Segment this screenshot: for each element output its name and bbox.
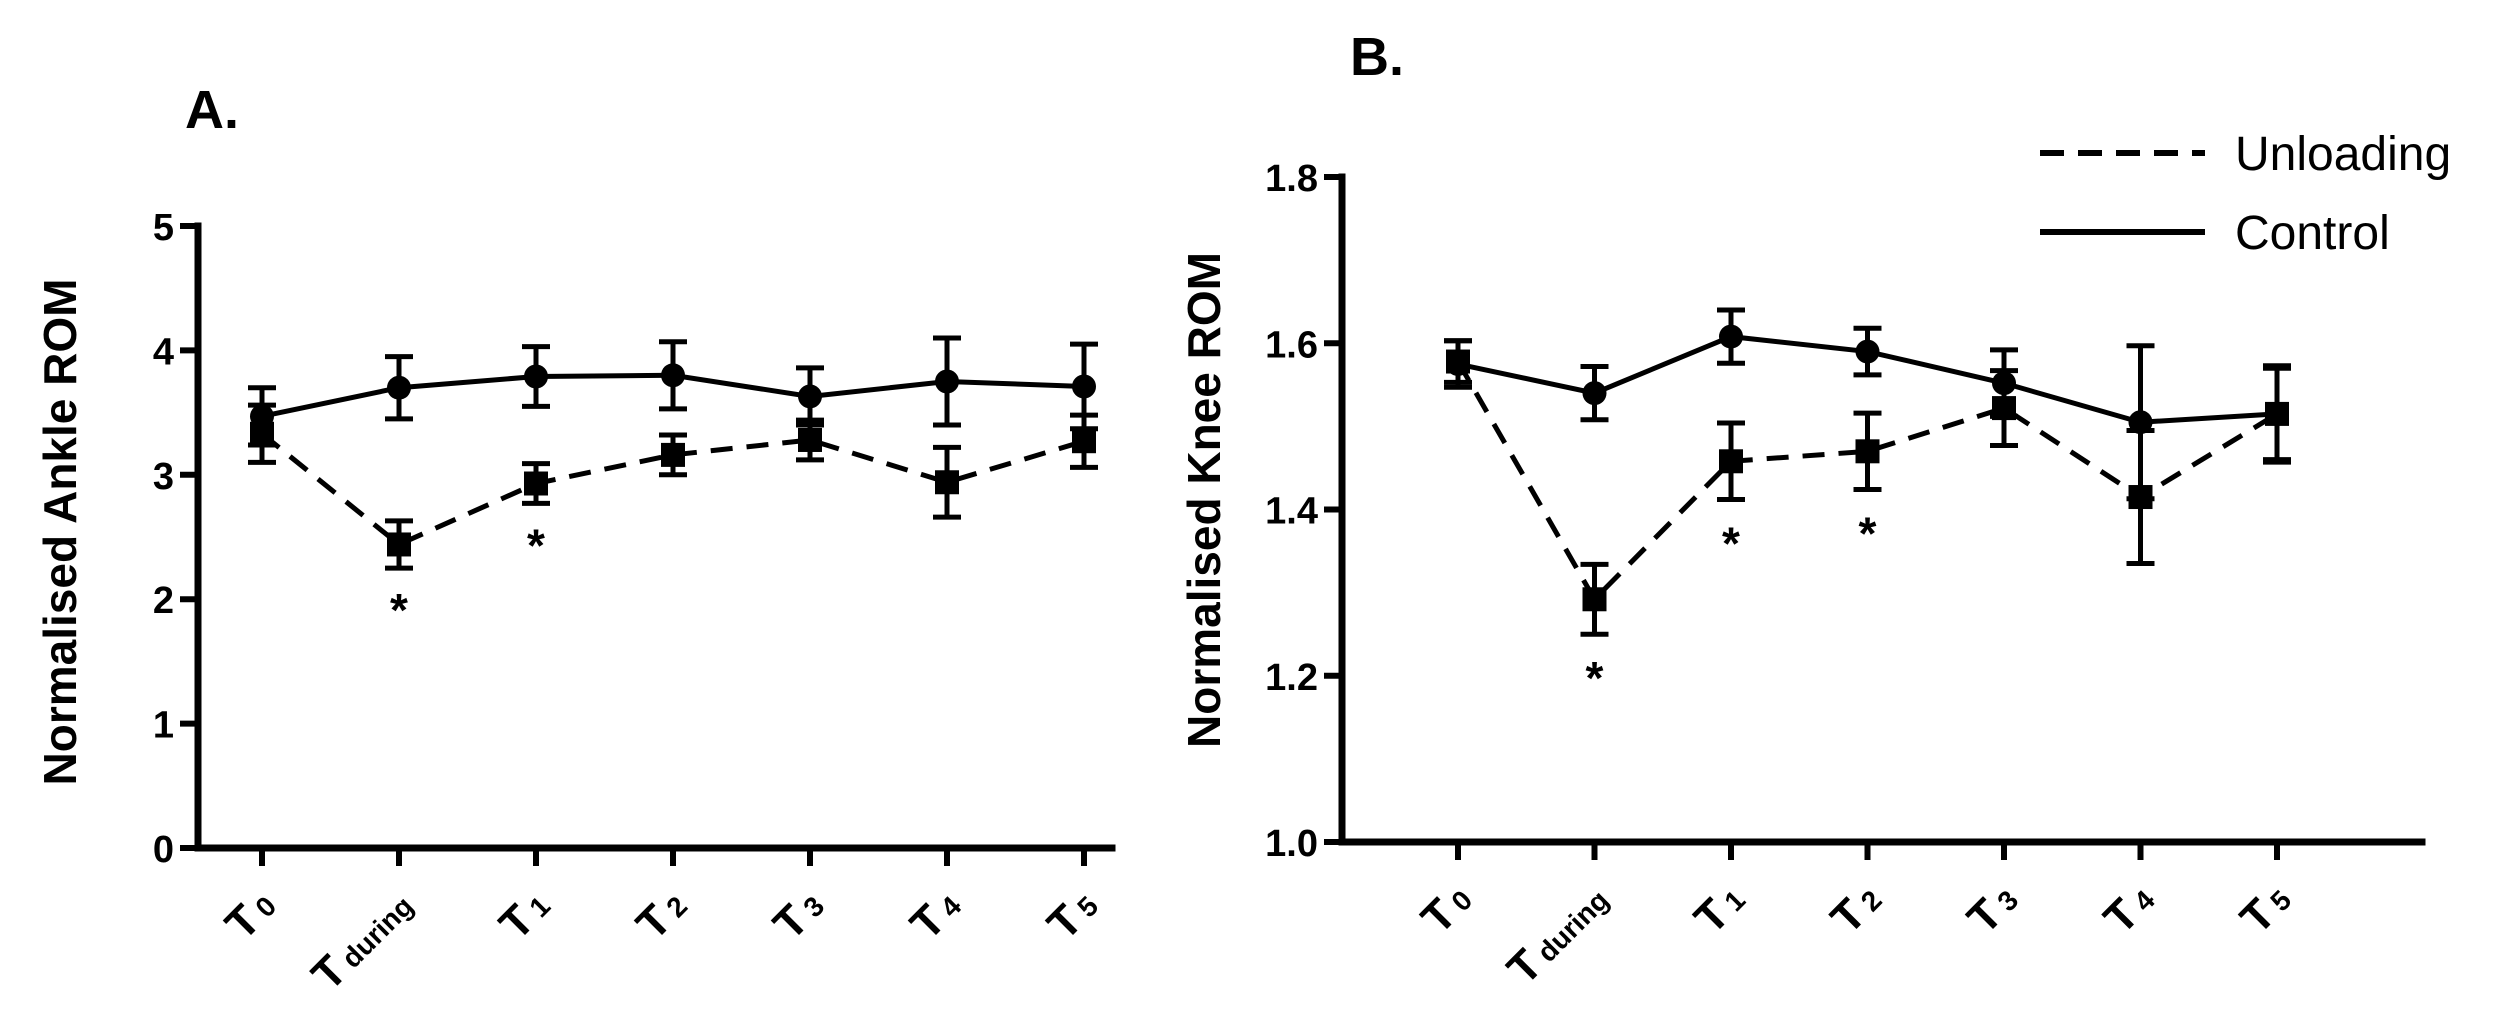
panel-b-unloading-point — [2265, 401, 2289, 426]
panel-b-y-tick-label: 1.0 — [1265, 823, 1318, 865]
panel-a-x-tick-label: T5 — [1038, 880, 1107, 949]
panel-b-y-axis-label: Normalised Knee ROM — [1178, 252, 1230, 748]
panel-b-unloading-point — [2128, 485, 2153, 510]
panel-b-x-tick-label: T2 — [1822, 874, 1891, 943]
legend: Unloading Control — [2040, 128, 2451, 260]
panel-b-unloading-point — [1992, 396, 2016, 421]
panel-b-y-tick-label: 1.2 — [1265, 657, 1318, 699]
panel-a-control-point — [798, 384, 822, 409]
panel-b-x-tick-label: Tduring — [1498, 874, 1617, 993]
panel-b-significance-marker: * — [1722, 518, 1740, 570]
panel-a-control-point — [387, 375, 411, 400]
panel-b-control-point — [1855, 339, 1880, 364]
panel-a-control-point — [1072, 374, 1096, 399]
panel-a-unloading-point — [798, 427, 822, 452]
panel-b-x-tick-label: T3 — [1958, 874, 2027, 943]
panel-a-y-tick-label: 1 — [153, 705, 174, 747]
panel-a-unloading-point — [935, 470, 959, 495]
panel-b-control-point — [2128, 410, 2153, 435]
panel-a-control-point — [524, 364, 548, 389]
panel-a-unloading-point — [524, 471, 548, 496]
panel-a-x-tick-label: Tduring — [303, 880, 422, 999]
panel-b-unloading-point — [1719, 449, 1743, 474]
panel-b-y-tick-label: 1.4 — [1265, 491, 1318, 533]
panel-b-x-tick-label: T0 — [1412, 874, 1481, 943]
panel-a-unloading-point — [387, 532, 411, 557]
panel-a-control-point — [935, 369, 959, 394]
panel-a-x-tick-label: T4 — [901, 880, 970, 949]
panel-a-y-tick-label: 2 — [153, 580, 174, 622]
panel-b-control-point — [1992, 371, 2016, 396]
panel-a-y-tick-label: 5 — [153, 207, 174, 249]
panel-a-x-tick-label: T2 — [627, 880, 696, 949]
panel-b-unloading-point — [1855, 439, 1880, 464]
panel-b-x-tick-label: T1 — [1685, 874, 1754, 943]
panel-a-unloading-point — [250, 421, 274, 446]
panel-a-x-tick-label: T3 — [764, 880, 833, 949]
legend-unloading-label: Unloading — [2235, 128, 2451, 181]
panel-a-unloading-point — [1072, 429, 1096, 454]
panel-a-plot: 0 1 2 3 4 5 T0 Tduring T1 T2 T3 T4 T5 * * — [153, 207, 1116, 1000]
panel-a-control-point — [661, 363, 685, 388]
panel-b-x-tick-label: T5 — [2231, 874, 2300, 943]
panel-b-label: B. — [1350, 27, 1404, 87]
panel-b-significance-marker: * — [1586, 652, 1604, 704]
panel-b-control-point — [1719, 324, 1743, 349]
panel-b-unloading-point — [1446, 349, 1470, 374]
panel-a-y-tick-label: 3 — [153, 456, 174, 498]
panel-b-y-tick-label: 1.8 — [1265, 158, 1318, 200]
panel-a-unloading-point — [661, 442, 685, 467]
panel-a-significance-marker: * — [390, 584, 408, 636]
panel-a-significance-marker: * — [527, 519, 545, 571]
panel-a-y-tick-label: 0 — [153, 829, 174, 871]
panel-b-unloading-point — [1582, 587, 1607, 612]
panel-b-x-tick-sub: during — [1531, 884, 1615, 968]
panel-b-control-point — [1582, 381, 1607, 406]
panel-a-y-axis-label: Normalised Ankle ROM — [34, 279, 86, 786]
panel-a-x-tick-sub: during — [336, 890, 420, 974]
panel-b-significance-marker: * — [1859, 508, 1877, 560]
panel-a-label: A. — [185, 80, 239, 140]
panel-b-x-tick-label: T4 — [2095, 874, 2164, 943]
legend-control-label: Control — [2235, 207, 2390, 260]
panel-b-y-tick-label: 1.6 — [1265, 324, 1318, 366]
panel-a-y-tick-label: 4 — [153, 331, 174, 373]
panel-a-x-tick-label: T0 — [216, 880, 285, 949]
panel-a-x-tick-label: T1 — [490, 880, 559, 949]
